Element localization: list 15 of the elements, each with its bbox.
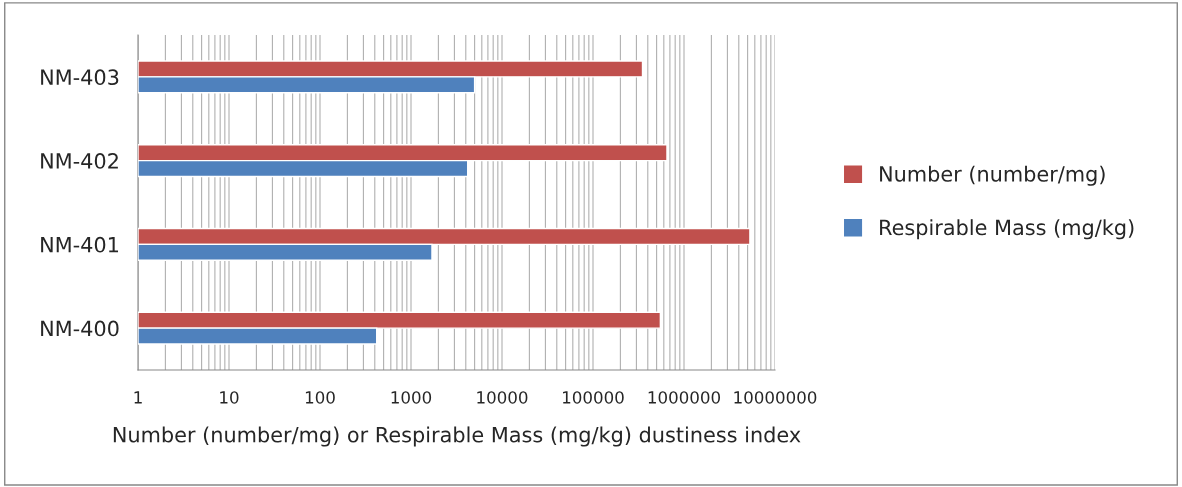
legend-label: Respirable Mass (mg/kg): [880, 219, 1134, 240]
y-tick-label: NM-400: [41, 320, 119, 337]
legend-label: Number (number/mg): [880, 165, 1105, 186]
x-tick-label: 10: [220, 391, 239, 404]
y-tick-label: NM-403: [41, 69, 119, 86]
y-tick-label: NM-402: [41, 153, 118, 169]
x-axis-title: Number (number/mg) or Respirable Mass (mg/kg) dustiness index: [113, 426, 801, 447]
x-tick-label: 100000: [563, 391, 624, 404]
x-tick-label: 1: [134, 391, 142, 404]
x-tick-label: 1000: [391, 391, 432, 404]
x-tick-label: 100: [305, 391, 335, 404]
x-tick-label: 1000000: [648, 391, 721, 404]
x-tick-label: 10000000: [734, 391, 817, 404]
x-tick-label: 10000: [477, 391, 528, 404]
y-tick-label: NM-401: [41, 236, 119, 253]
